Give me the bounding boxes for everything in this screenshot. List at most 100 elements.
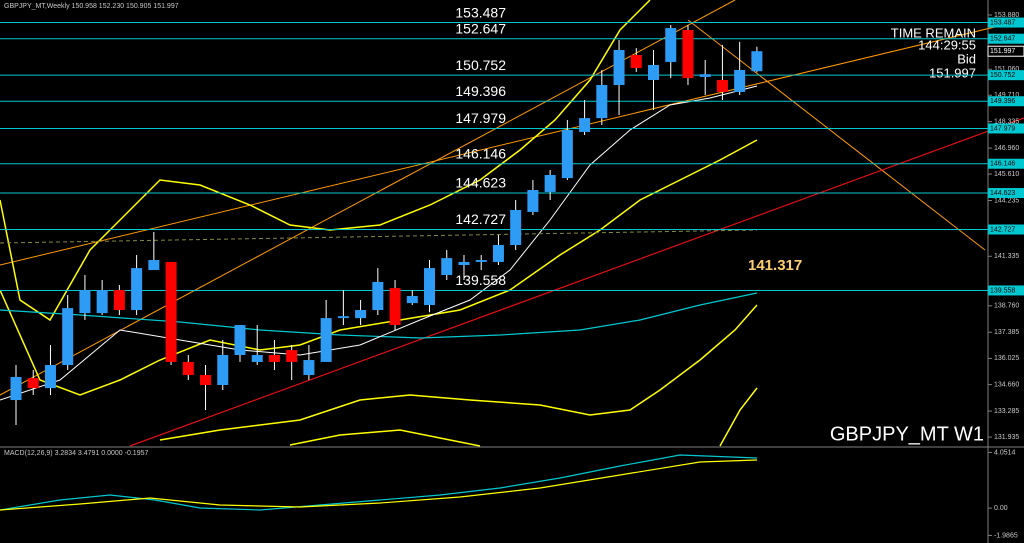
level-axis-label: 147.979 — [990, 125, 1015, 132]
ma-dashed — [0, 229, 758, 244]
candle-body — [613, 50, 625, 86]
candle-body — [62, 308, 74, 366]
level-axis-label: 146.146 — [990, 161, 1015, 168]
candle-body — [96, 290, 108, 314]
candle-body — [251, 355, 263, 362]
time-remain-label: TIME REMAIN — [891, 25, 976, 40]
level-box — [988, 188, 1024, 199]
level-axis-label: 152.647 — [990, 36, 1015, 43]
level-box — [988, 33, 1024, 44]
candle-body — [372, 281, 384, 311]
candle-body — [286, 350, 298, 362]
candle-body — [441, 258, 453, 276]
y-tick-label: 148.335 — [994, 118, 1019, 125]
candle-body — [596, 85, 608, 119]
candle-body — [131, 268, 143, 311]
macd-tick-label: 0.00 — [994, 505, 1008, 512]
candle-body — [234, 325, 246, 356]
macd-label: MACD(12,26,9) 3.2834 3.4791 0.0000 -0.19… — [4, 450, 148, 457]
level-axis-label: 144.623 — [990, 190, 1015, 197]
candle-body — [355, 310, 367, 319]
level-axis-label: 142.727 — [990, 226, 1015, 233]
trend-line — [129, 117, 1024, 447]
candle-body — [79, 290, 91, 314]
level-label: 142.727 — [455, 211, 506, 227]
macd-tick-label: -1.9865 — [994, 532, 1018, 539]
y-tick-label: 145.610 — [994, 171, 1019, 178]
level-label: 147.979 — [455, 110, 506, 126]
candle-body — [165, 261, 177, 362]
candle-body — [182, 361, 194, 376]
level-box — [988, 224, 1024, 235]
candle-body — [113, 290, 125, 311]
y-tick-label: 138.760 — [994, 303, 1019, 310]
level-box — [988, 17, 1024, 28]
candle-body — [320, 318, 332, 362]
macd-line — [0, 454, 758, 511]
candle-body — [716, 80, 728, 92]
annotation: 141.317 — [748, 257, 802, 274]
bid-value: 151.997 — [929, 65, 976, 80]
level-label: 152.647 — [455, 20, 506, 36]
candle-body — [648, 65, 660, 81]
symbol-label: GBPJPY_MT W1 — [830, 423, 984, 445]
bid-box — [987, 45, 1024, 57]
y-tick-label: 134.660 — [994, 381, 1019, 388]
level-axis-label: 153.487 — [990, 19, 1015, 26]
candle-body — [148, 260, 160, 271]
channel-line — [0, 0, 736, 396]
y-tick-label: 137.385 — [994, 329, 1019, 336]
level-box — [988, 285, 1024, 296]
level-label: 146.146 — [455, 145, 506, 161]
y-tick-label: 133.285 — [994, 408, 1019, 415]
candle-body — [200, 375, 212, 386]
level-box — [988, 158, 1024, 169]
y-tick-label: 141.335 — [994, 253, 1019, 260]
candle-body — [561, 130, 573, 179]
candle-body — [406, 295, 418, 304]
macd-tick-label: 4.0514 — [994, 449, 1016, 456]
y-tick-label: 146.960 — [994, 145, 1019, 152]
candle-body — [10, 376, 22, 401]
level-label: 139.558 — [455, 272, 506, 288]
ma-short — [0, 85, 758, 401]
candle-body — [492, 245, 504, 262]
y-tick-label: 149.710 — [994, 92, 1019, 99]
candle-body — [665, 28, 677, 62]
level-label: 144.623 — [455, 175, 506, 191]
candle-body — [337, 316, 349, 319]
candle-body — [217, 355, 229, 386]
candle-body — [458, 261, 470, 266]
y-tick-label: 153.880 — [994, 12, 1019, 19]
y-tick-label: 151.060 — [994, 66, 1019, 73]
y-tick-label: 136.025 — [994, 355, 1019, 362]
level-box — [988, 123, 1024, 134]
level-axis-label: 139.558 — [990, 287, 1015, 294]
channel-line — [687, 19, 986, 251]
band-middle — [0, 139, 758, 396]
candle-body — [389, 288, 401, 326]
candle-body — [303, 360, 315, 376]
signal-line — [0, 459, 758, 511]
level-axis-label: 150.752 — [990, 72, 1015, 79]
candle-body — [699, 74, 711, 77]
candle-body — [510, 210, 522, 246]
candle-body — [682, 30, 694, 79]
level-axis-label: 149.396 — [990, 98, 1015, 105]
time-remain: 144:29:55 — [918, 37, 976, 52]
macd-lines — [0, 454, 758, 511]
bid-axis-label: 151.997 — [990, 48, 1015, 55]
band-lower-3 — [719, 387, 758, 447]
level-box — [988, 96, 1024, 107]
candle-body — [44, 365, 56, 389]
y-tick-label: 144.235 — [994, 197, 1019, 204]
candle-body — [751, 51, 763, 72]
band-upper — [0, 0, 651, 322]
candle-body — [424, 268, 436, 306]
candle-body — [579, 118, 591, 132]
y-tick-label: 131.935 — [994, 434, 1019, 441]
band-lower — [159, 304, 758, 441]
level-label: 150.752 — [455, 57, 506, 73]
